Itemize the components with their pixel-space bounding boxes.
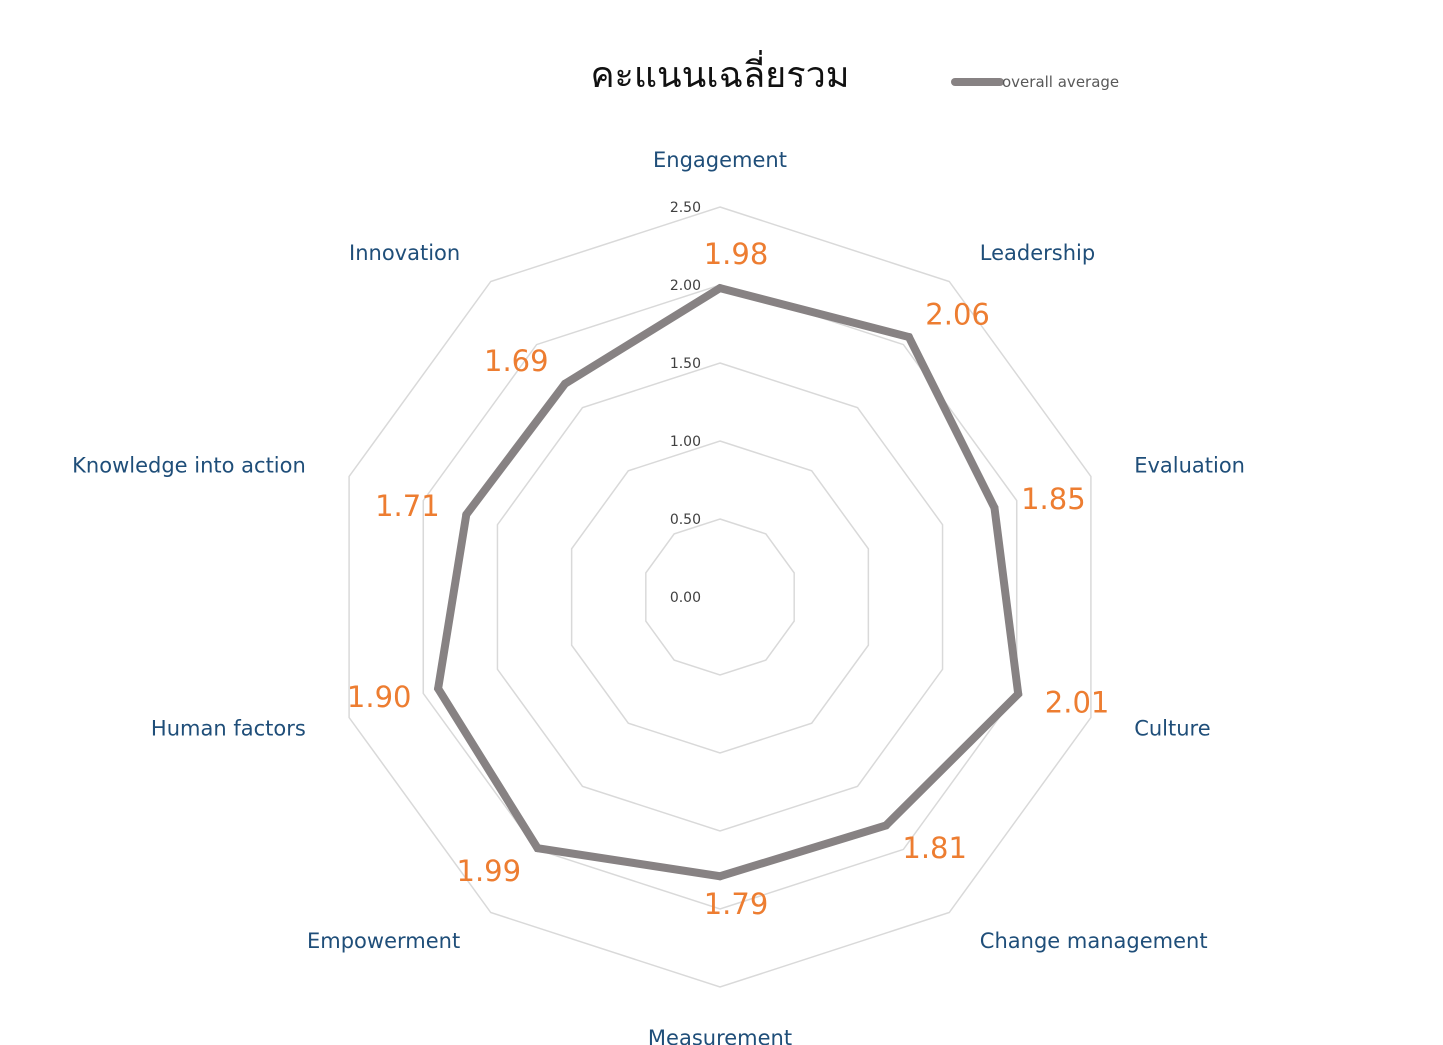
tick-label: 0.50 [670, 512, 701, 528]
data-point [533, 844, 542, 853]
category-label: Innovation [349, 241, 460, 265]
category-label: Engagement [653, 148, 787, 172]
radial-tick-labels: 0.00 0.50 1.00 1.50 2.00 2.50 [670, 200, 701, 606]
category-labels: Engagement Leadership Evaluation Culture Cha… [72, 148, 1245, 1045]
category-label: Culture [1134, 716, 1210, 740]
category-label: Evaluation [1134, 454, 1245, 478]
tick-label: 1.50 [670, 356, 701, 372]
tick-label: 2.50 [670, 200, 701, 216]
data-point [881, 821, 890, 830]
data-label: 2.01 [1045, 686, 1110, 720]
data-point [716, 872, 724, 881]
data-point [716, 284, 724, 293]
series-layer [433, 283, 1023, 881]
legend-label: overall average [1002, 73, 1119, 91]
category-label: Human factors [151, 716, 306, 740]
grid-ring [496, 362, 944, 832]
data-point [904, 333, 913, 342]
data-point [1014, 689, 1023, 698]
data-label: 1.98 [704, 237, 769, 271]
data-point [434, 684, 443, 693]
data-label: 1.79 [704, 887, 769, 921]
category-label: Empowerment [307, 929, 460, 953]
category-label: Leadership [980, 241, 1095, 265]
data-label: 1.69 [484, 344, 549, 378]
data-label: 1.85 [1021, 482, 1086, 516]
category-label: Knowledge into action [72, 454, 306, 478]
grid [348, 206, 1092, 988]
data-point [462, 510, 471, 519]
data-label: 1.99 [457, 854, 522, 888]
category-label: Measurement [648, 1026, 792, 1045]
grid-ring [570, 440, 870, 754]
chart-title: คะแนนเฉลี่ยรวม [590, 50, 849, 96]
data-point [561, 379, 570, 388]
tick-label: 0.00 [670, 590, 701, 606]
category-label: Change management [980, 929, 1208, 953]
data-label: 1.90 [347, 680, 412, 714]
data-label: 1.81 [902, 831, 967, 865]
data-label: 2.06 [925, 297, 990, 331]
tick-label: 1.00 [670, 434, 701, 450]
grid-ring [348, 206, 1092, 988]
tick-label: 2.00 [670, 278, 701, 294]
legend: overall average [951, 73, 1119, 91]
data-point [990, 503, 999, 512]
grid-ring [422, 284, 1018, 910]
grid-ring [645, 518, 795, 676]
data-labels: 1.98 2.06 1.85 2.01 1.81 1.79 1.99 1.90 1.71 1.69 [347, 237, 1109, 921]
data-label: 1.71 [375, 489, 440, 523]
